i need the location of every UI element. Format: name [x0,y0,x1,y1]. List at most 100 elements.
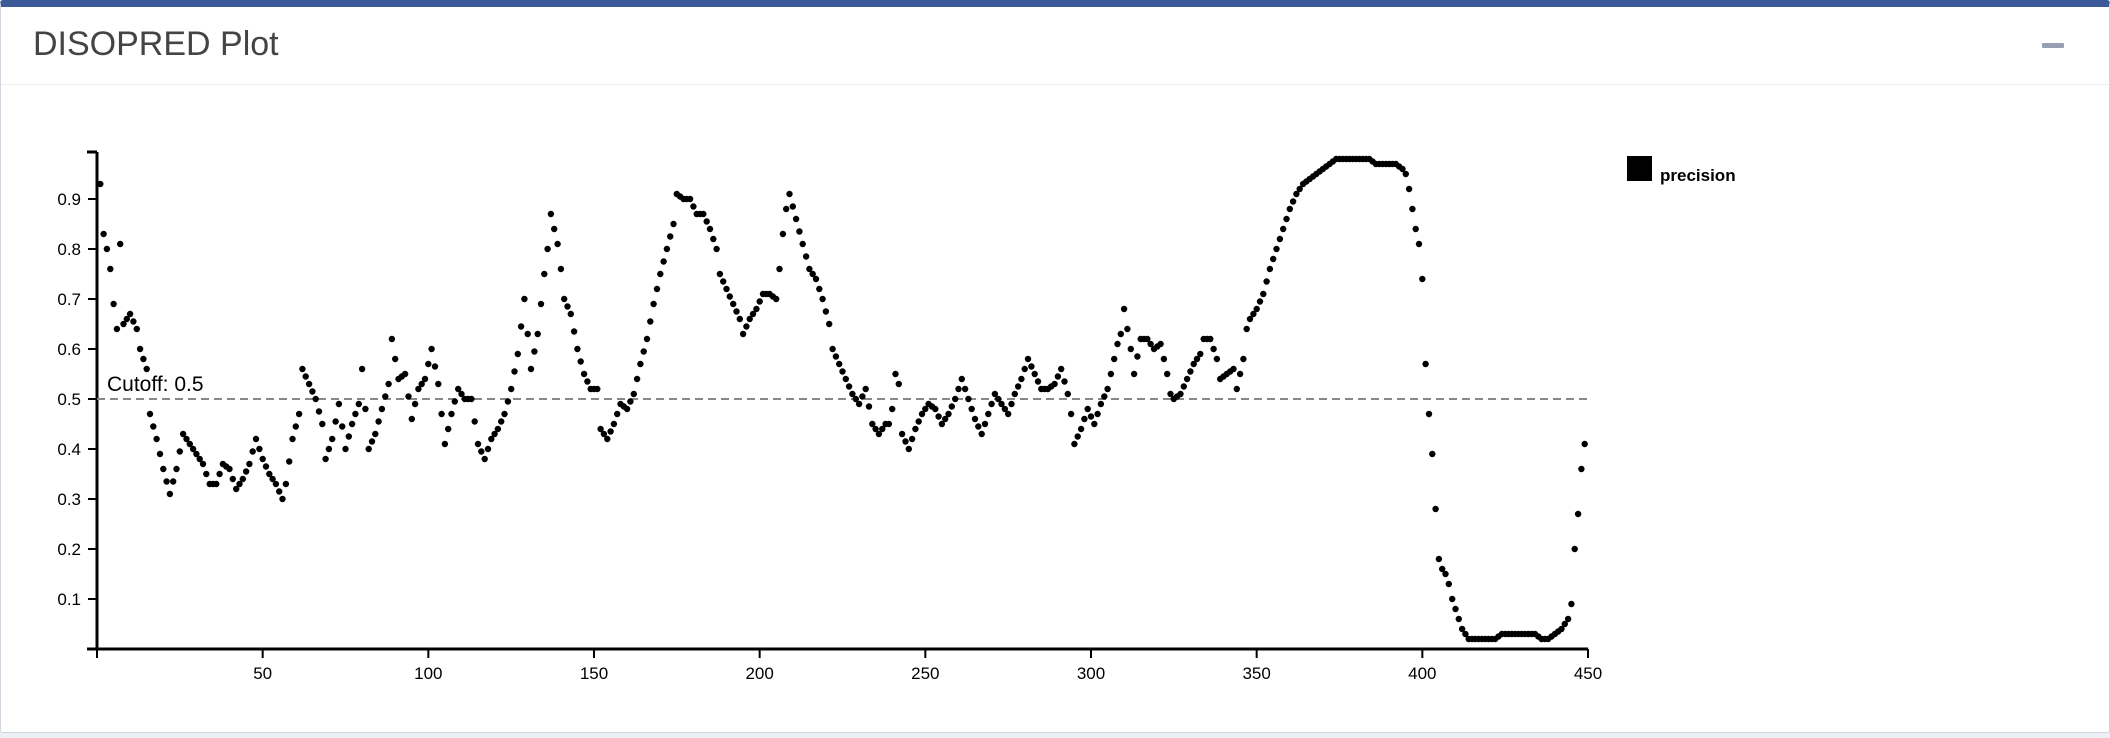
data-point [554,240,561,248]
data-point [998,400,1005,408]
panel-title: DISOPRED Plot [33,25,279,63]
data-point [564,303,571,310]
data-point [491,430,498,438]
data-point [1273,245,1280,253]
data-point [242,468,250,475]
data-point [869,420,876,428]
data-point [971,415,979,423]
data-point [610,420,618,428]
data-point [537,300,545,308]
data-point [103,245,111,253]
data-point [126,310,134,318]
data-point [1005,410,1012,418]
data-point [531,348,538,355]
data-point [1260,290,1267,298]
data-point [978,430,985,438]
data-point [421,375,429,383]
data-point [1087,413,1095,420]
data-point [189,445,197,453]
data-point [256,445,263,453]
data-point [199,460,207,468]
data-point [133,325,140,333]
data-point [282,480,290,488]
data-point [812,275,820,283]
data-point [630,390,637,398]
data-point [988,400,995,408]
data-point [922,405,929,413]
data-point [451,398,458,405]
data-point [382,393,389,400]
data-point [736,315,743,323]
data-point [1067,410,1075,418]
data-point [266,470,273,478]
y-axis: 0.1 0.2 0.3 0.4 0.5 0.6 0.7 0.8 0.9 [57,150,99,649]
data-point [179,430,187,438]
data-point [236,480,243,488]
data-point [829,345,836,353]
data-point [852,395,859,403]
data-point [216,470,223,478]
data-point [276,488,283,495]
data-point [484,445,492,453]
data-point [826,320,833,328]
data-point [478,448,485,455]
data-point [723,285,730,293]
data-point [1568,600,1575,608]
data-point [739,330,747,338]
data-point [945,410,952,418]
data-point [1405,185,1413,193]
data-point [855,400,863,408]
data-point [895,380,902,388]
data-point [1144,335,1151,343]
data-point [415,385,422,393]
data-point [1558,625,1565,633]
data-point [663,245,671,253]
data-point [1230,365,1237,373]
data-point [653,285,661,293]
data-point [935,413,942,420]
data-point [1134,353,1141,360]
data-point [315,408,323,415]
data-point [948,403,955,410]
data-point [749,310,757,318]
data-point [305,380,313,388]
data-point [435,380,442,388]
collapse-button[interactable] [2039,33,2069,57]
data-point [173,465,180,473]
data-point [574,345,581,353]
data-point [474,440,482,448]
data-point [229,475,236,483]
data-point [1293,190,1300,198]
data-point [584,378,591,385]
data-point [1111,355,1118,363]
data-point [418,380,425,388]
data-point [657,270,664,278]
data-point [140,355,147,363]
data-point [1084,405,1091,413]
data-point [902,438,909,445]
y-tick-label: 0.2 [57,540,81,559]
data-point [438,410,445,418]
data-point [1147,340,1154,348]
data-point [875,430,883,438]
data-point [1058,365,1065,373]
data-point [1296,185,1303,193]
data-point [468,395,475,403]
data-point [110,300,117,308]
data-point [1031,370,1038,378]
data-point [836,360,843,368]
data-point [885,420,893,428]
data-point [392,355,399,363]
data-point [117,240,124,248]
data-point [942,415,949,423]
data-point [1574,510,1582,518]
data-point [1018,375,1025,383]
data-point [113,325,121,333]
disopred-chart: 0.1 0.2 0.3 0.4 0.5 0.6 0.7 0.8 0.9 50 100 150 200 2… [57,150,1736,683]
x-tick-label: 150 [580,664,608,683]
legend: precision [1627,156,1736,185]
data-point [865,403,873,410]
data-point [1422,360,1429,368]
data-point [458,390,465,398]
data-point [498,418,505,425]
